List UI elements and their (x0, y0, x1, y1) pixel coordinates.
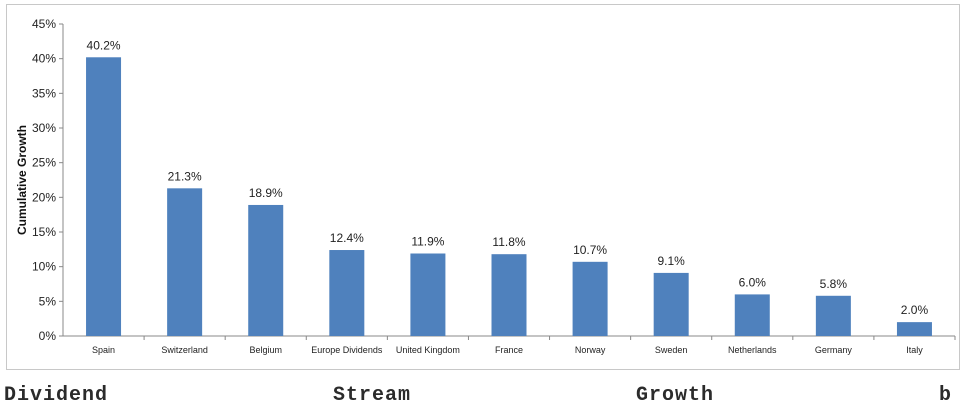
y-tick-label: 30% (32, 121, 56, 135)
x-tick-label: Sweden (655, 345, 688, 355)
caption-word: Stream (332, 384, 411, 407)
chart-bars: 40.2% 21.3% 18.9% 12.4% 11.9% 11.8% 10.7% 9.1% 6… (86, 38, 932, 336)
bar (410, 253, 446, 336)
y-tick-label: 35% (32, 86, 56, 100)
data-label: 40.2% (87, 38, 121, 52)
y-tick-label: 25% (32, 156, 56, 170)
caption-word: Growth (635, 384, 714, 407)
bar (896, 322, 932, 336)
data-label: 18.9% (249, 186, 283, 200)
data-label: 21.3% (168, 169, 202, 183)
y-tick-label: 5% (39, 294, 57, 308)
y-axis-title: Cumulative Growth (15, 125, 29, 235)
x-tick-label: Italy (906, 345, 923, 355)
x-tick-label: Norway (575, 345, 606, 355)
chart-frame: 0% 5% 10% 15% 20% 25% 30% 35% 40% 45% Spain Switzer… (6, 4, 960, 370)
data-label: 2.0% (901, 303, 929, 317)
y-tick-label: 40% (32, 52, 56, 66)
x-tick-label: Netherlands (728, 345, 777, 355)
caption: Dividend Stream Growth b (0, 384, 964, 407)
caption-word: b (938, 384, 952, 407)
bar (167, 188, 203, 336)
x-tick-label: Europe Dividends (311, 345, 383, 355)
data-label: 12.4% (330, 231, 364, 245)
x-tick-label: France (495, 345, 523, 355)
x-tick-label: Germany (815, 345, 853, 355)
y-tick-label: 20% (32, 190, 56, 204)
bar (86, 57, 122, 336)
bar (491, 254, 527, 336)
x-tick-label: United Kingdom (396, 345, 460, 355)
x-tick-label: Spain (92, 345, 115, 355)
chart-axes: 0% 5% 10% 15% 20% 25% 30% 35% 40% 45% Spain Switzer… (32, 17, 956, 355)
data-label: 6.0% (739, 275, 767, 289)
data-label: 11.9% (411, 234, 444, 248)
y-tick-label: 10% (32, 260, 56, 274)
bar-chart: 0% 5% 10% 15% 20% 25% 30% 35% 40% 45% Spain Switzer… (15, 17, 956, 355)
x-tick-label: Belgium (249, 345, 282, 355)
bar (572, 261, 608, 336)
x-tick-label: Switzerland (161, 345, 208, 355)
y-tick-label: 45% (32, 17, 56, 31)
y-tick-label: 0% (39, 329, 57, 343)
bar (248, 204, 284, 336)
bar (815, 295, 851, 336)
bar (329, 250, 365, 336)
bar (734, 294, 770, 336)
caption-word: Dividend (4, 384, 109, 407)
data-label: 10.7% (573, 243, 607, 257)
data-label: 9.1% (658, 254, 686, 268)
data-label: 5.8% (820, 277, 848, 291)
y-tick-label: 15% (32, 225, 56, 239)
data-label: 11.8% (492, 235, 525, 249)
bar (653, 272, 689, 336)
